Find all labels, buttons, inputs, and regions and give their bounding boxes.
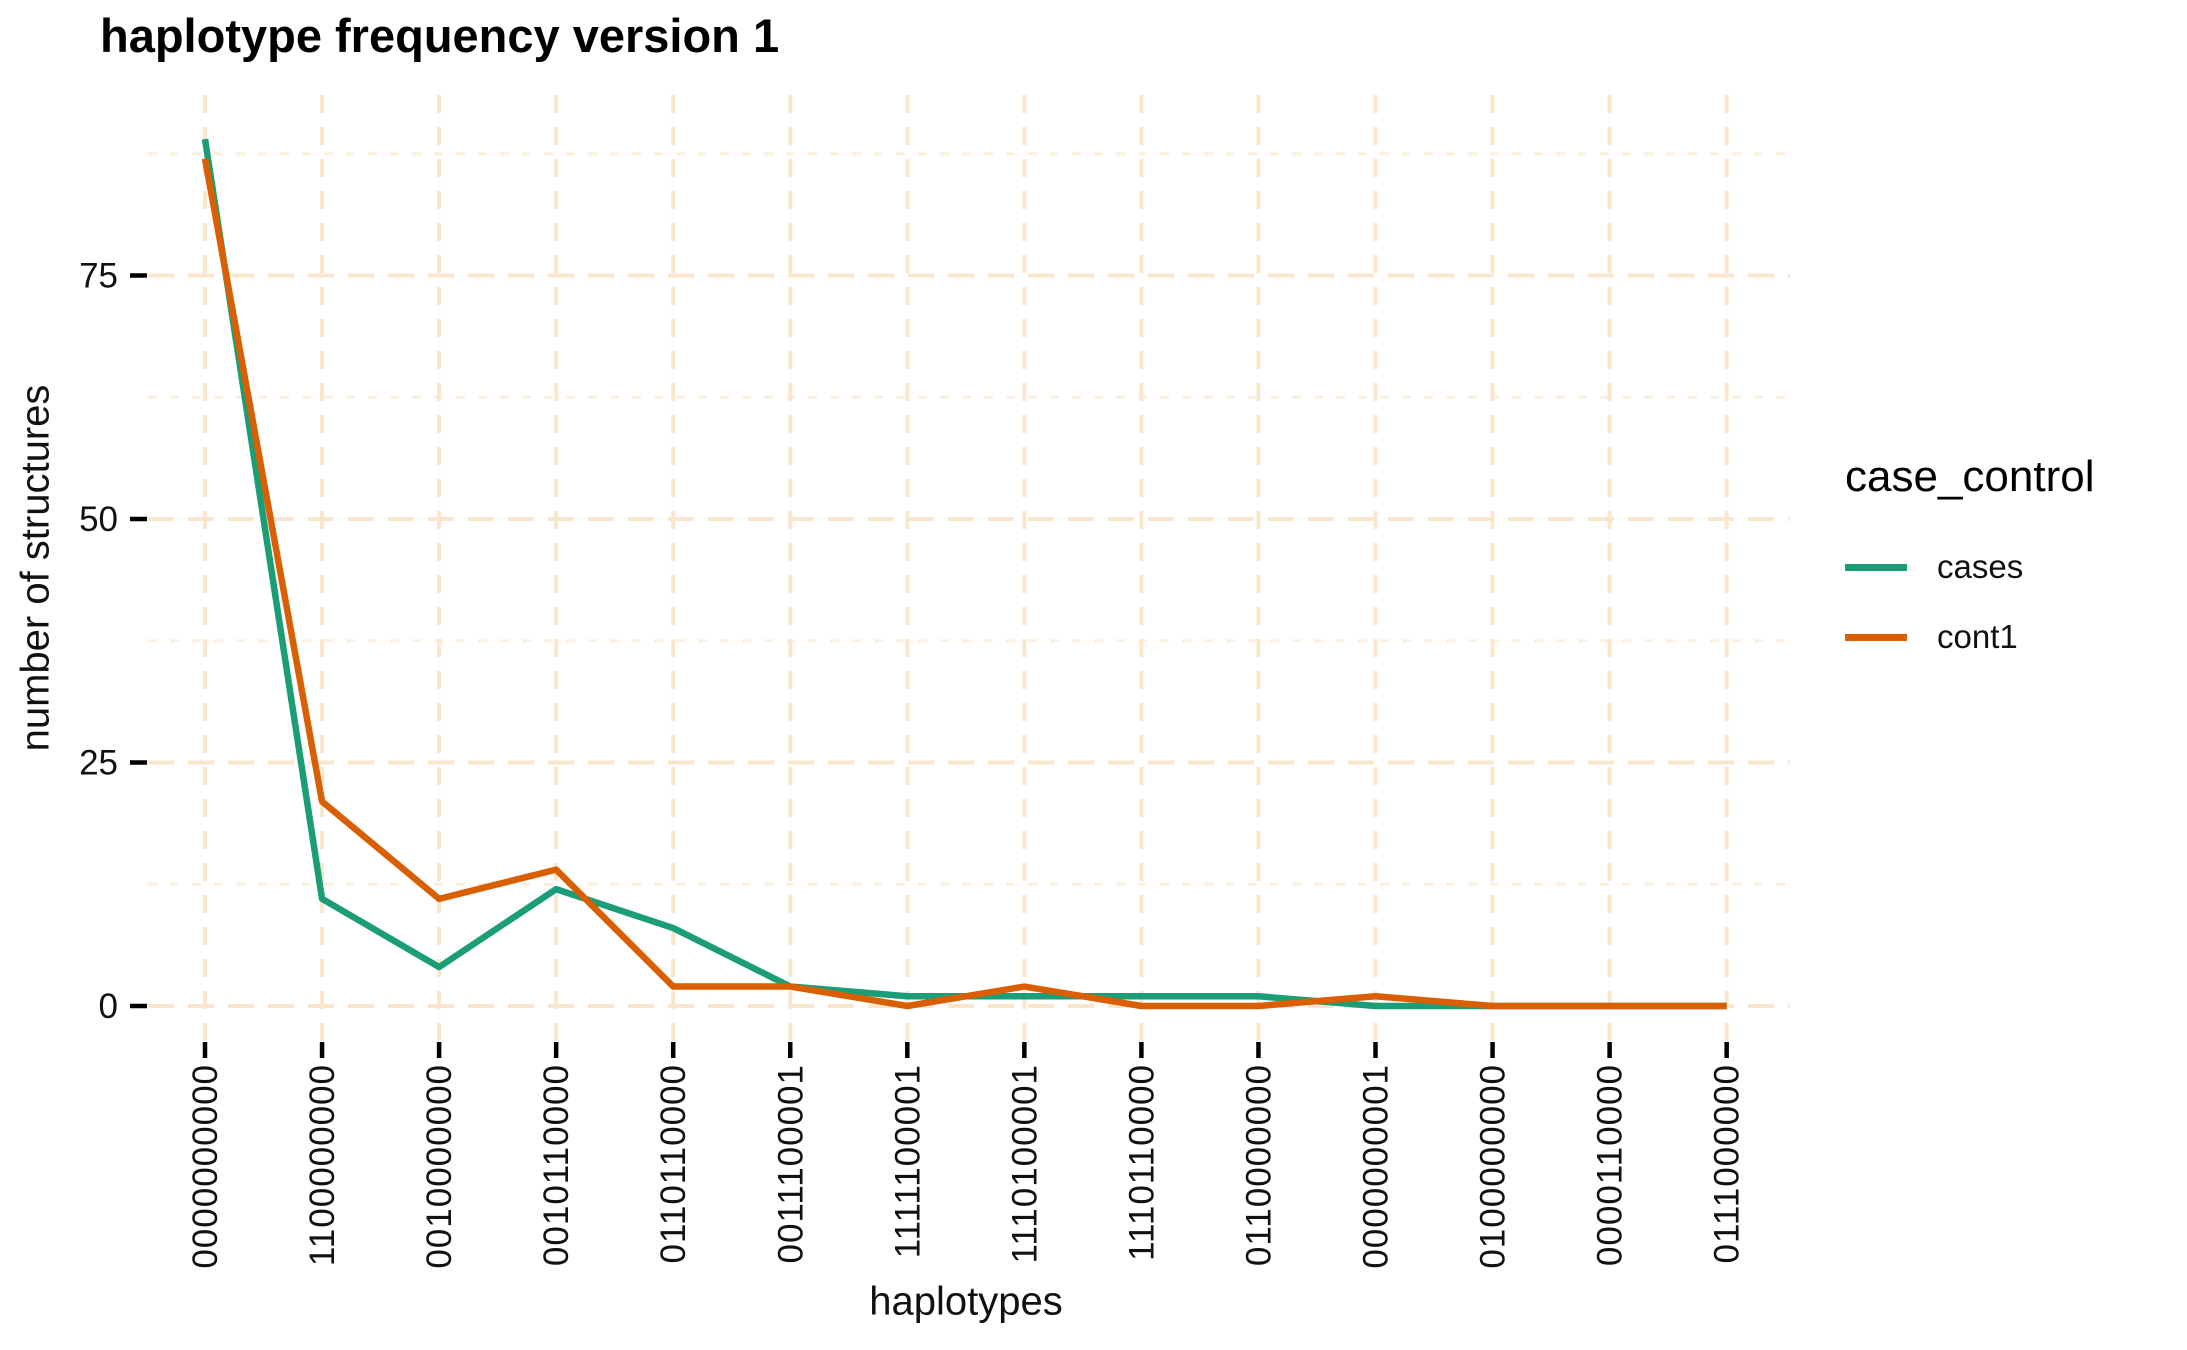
x-tick-label: 0111000000 — [1708, 1064, 1747, 1263]
y-tick-label: 50 — [79, 500, 118, 539]
x-tick-label: 0010110000 — [537, 1064, 576, 1266]
series-line-cases — [201, 138, 1727, 1010]
y-tick-label: 25 — [79, 744, 118, 783]
x-tick-label: 0000110000 — [1591, 1064, 1630, 1266]
x-tick-label: 1111100001 — [888, 1064, 927, 1258]
y-axis-title: number of structures — [13, 384, 58, 752]
legend-items: cases cont1 — [1845, 532, 2094, 672]
legend: case_control cases cont1 — [1845, 452, 2094, 672]
legend-entry-cases: cases — [1845, 532, 2094, 602]
legend-key-line-cont1 — [1845, 633, 1907, 641]
y-tick-label: 75 — [79, 257, 118, 296]
series-line-cont1 — [201, 158, 1727, 1010]
legend-key-line-cases — [1845, 563, 1907, 571]
x-tick-label: 0000000001 — [1357, 1064, 1396, 1269]
x-tick-label: 0110000000 — [1239, 1064, 1278, 1266]
legend-title: case_control — [1845, 452, 2095, 501]
legend-entry-cont1: cont1 — [1845, 602, 2094, 672]
x-tick-label: 0110110000 — [654, 1064, 693, 1263]
x-tick-label: 1110110000 — [1122, 1064, 1161, 1261]
x-tick-label: 0010000000 — [420, 1064, 459, 1269]
chart-title: haplotype frequency version 1 — [100, 9, 780, 62]
y-tick-label: 0 — [99, 987, 118, 1026]
x-tick-label: 1110100001 — [1005, 1064, 1044, 1263]
x-tick-label: 0100000000 — [1474, 1064, 1513, 1269]
x-tick-label: 0011100001 — [771, 1064, 810, 1263]
x-tick-label: 1100000000 — [303, 1064, 342, 1266]
legend-label-cases: cases — [1937, 548, 2024, 585]
legend-label-cont1: cont1 — [1937, 618, 2018, 655]
x-tick-label: 0000000000 — [186, 1064, 225, 1269]
x-axis-title: haplotypes — [869, 1279, 1063, 1324]
